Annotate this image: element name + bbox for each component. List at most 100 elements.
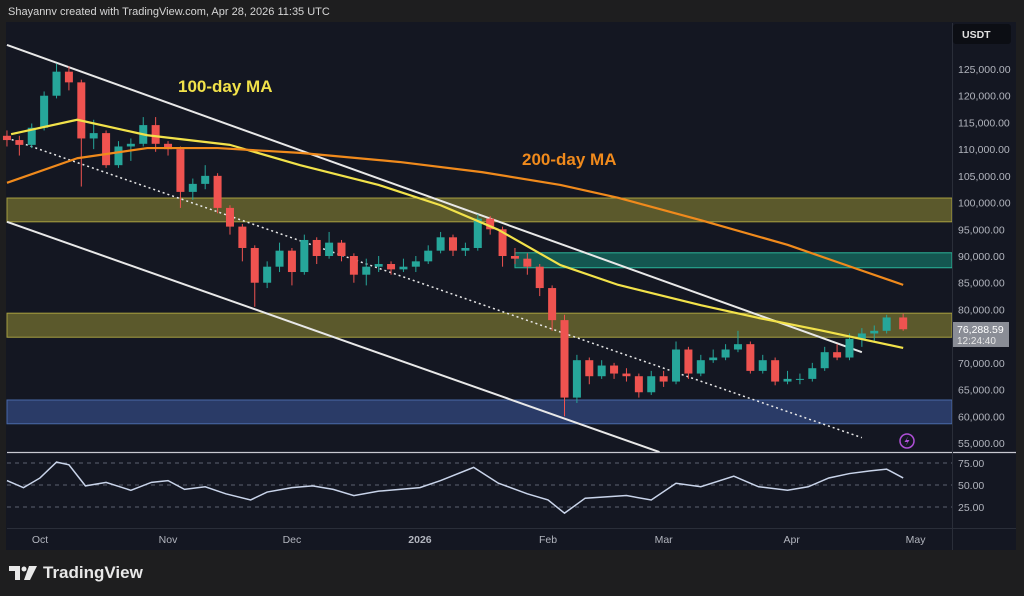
ma200-line	[6, 146, 904, 286]
price-tick-label: 55,000.00	[958, 438, 1005, 450]
candle-body	[857, 333, 866, 339]
candle-body	[597, 365, 606, 377]
candle	[238, 223, 247, 262]
candle-body	[238, 226, 247, 248]
price-tick-label: 65,000.00	[958, 385, 1005, 397]
channel-line	[6, 44, 863, 354]
candle	[709, 349, 718, 363]
candle-body	[126, 143, 135, 147]
candle	[647, 370, 656, 395]
candle	[833, 344, 842, 361]
rsi-tick-label: 75.00	[958, 458, 984, 470]
price-tick-label: 60,000.00	[958, 411, 1005, 423]
candle	[449, 234, 457, 257]
candle	[808, 362, 817, 382]
zone-teal	[514, 252, 953, 269]
candle-body	[114, 146, 123, 166]
candle-body	[820, 352, 829, 369]
candle	[659, 370, 668, 387]
price-tick-label: 95,000.00	[958, 224, 1005, 236]
time-tick-label: Dec	[283, 534, 302, 546]
candle-body	[684, 349, 693, 374]
tradingview-logo-icon	[9, 566, 37, 580]
candle	[572, 354, 581, 403]
rsi-line	[6, 461, 904, 515]
candle-body	[498, 229, 507, 257]
candle-body	[449, 237, 457, 251]
candle	[15, 135, 24, 156]
candle	[362, 258, 371, 286]
candle-body	[164, 143, 173, 150]
candle	[771, 357, 780, 386]
candle-body	[882, 317, 891, 331]
candle-body	[89, 133, 98, 139]
candle-body	[771, 360, 780, 382]
candle	[337, 239, 346, 262]
lightning-icon[interactable]	[899, 433, 915, 449]
time-tick-label: Nov	[159, 534, 178, 546]
candle-body	[411, 261, 420, 267]
candle	[523, 253, 532, 275]
candle-body	[213, 175, 222, 208]
price-tick-label: 100,000.00	[958, 198, 1011, 210]
candle	[535, 264, 544, 297]
tradingview-logo[interactable]: TradingView	[9, 563, 143, 583]
candle-body	[833, 352, 842, 358]
candle-body	[486, 218, 495, 230]
candle-body	[709, 357, 718, 361]
candle	[349, 253, 358, 283]
candles	[2, 63, 908, 417]
candle	[610, 362, 619, 379]
candle	[758, 354, 767, 374]
candle-body	[362, 266, 371, 275]
candle-body	[585, 360, 594, 377]
candle	[597, 360, 606, 379]
candle-body	[721, 349, 730, 358]
price-tick-label: 125,000.00	[958, 64, 1011, 76]
currency-badge[interactable]	[953, 24, 1011, 44]
candle-body	[672, 349, 681, 382]
candle	[899, 313, 908, 331]
candle	[275, 242, 284, 273]
candle-body	[287, 250, 296, 273]
candle	[287, 247, 296, 286]
candle-body	[622, 373, 631, 377]
candle	[139, 117, 148, 147]
candle-body	[2, 135, 11, 141]
tradingview-logo-text: TradingView	[43, 563, 143, 582]
currency-label: USDT	[962, 29, 991, 41]
candle	[696, 354, 705, 377]
time-tick-label: Mar	[655, 534, 674, 546]
candle-body	[349, 256, 358, 275]
candle	[721, 344, 730, 361]
candle	[548, 285, 557, 331]
candle	[64, 66, 73, 91]
candle	[510, 247, 519, 265]
candle-body	[758, 360, 767, 371]
candle-body	[424, 250, 433, 262]
price-tick-label: 80,000.00	[958, 304, 1005, 316]
candle	[411, 256, 420, 273]
candle	[845, 333, 854, 361]
candle-body	[399, 266, 408, 270]
price-tick-label: 70,000.00	[958, 358, 1005, 370]
candle	[585, 357, 594, 385]
price-tick-label: 90,000.00	[958, 251, 1005, 263]
price-tick-label: 105,000.00	[958, 171, 1011, 183]
candle-body	[510, 256, 519, 259]
candle	[857, 328, 866, 347]
candle-body	[535, 266, 544, 289]
candle	[176, 146, 185, 208]
candle-body	[40, 95, 49, 128]
candle	[870, 325, 879, 342]
candle	[89, 119, 98, 150]
candle	[560, 314, 569, 417]
candle-body	[783, 378, 792, 382]
candle	[672, 341, 681, 385]
candle-body	[523, 258, 532, 267]
candle-body	[870, 330, 879, 334]
ma100-annotation: 100-day MA	[178, 77, 272, 96]
time-tick-label: 2026	[408, 534, 432, 546]
candle	[461, 242, 470, 257]
